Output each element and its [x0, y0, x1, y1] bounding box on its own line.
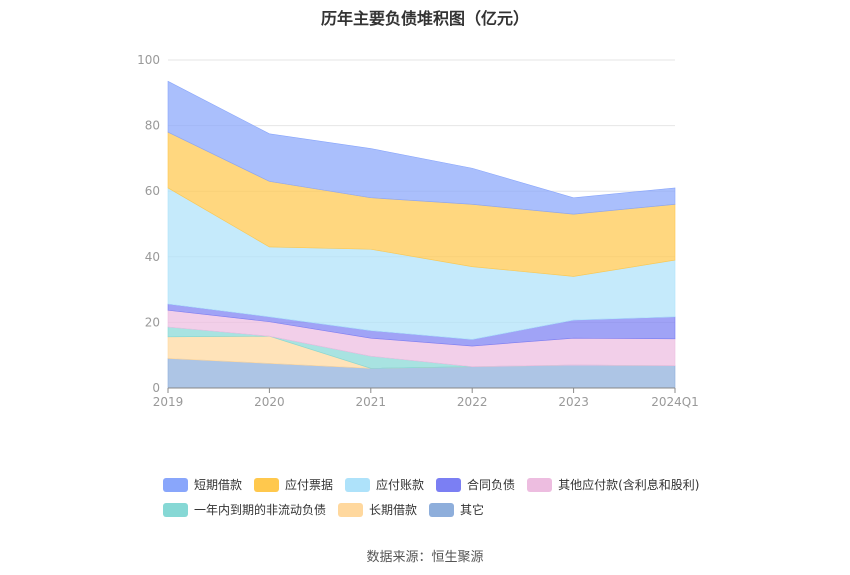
- legend: 短期借款 应付票据 应付账款 合同负债 其他应付款(含利息和股利) 一年内到期的非流动负债…: [163, 472, 723, 522]
- legend-row: 一年内到期的非流动负债 长期借款 其它: [163, 497, 723, 522]
- y-tick-label: 20: [145, 315, 160, 329]
- legend-item[interactable]: 其他应付款(含利息和股利): [527, 476, 699, 493]
- x-tick-label: 2020: [254, 395, 285, 409]
- legend-item[interactable]: 应付账款: [345, 476, 424, 493]
- y-tick-label: 100: [137, 53, 160, 67]
- x-tick-label: 2023: [558, 395, 589, 409]
- legend-swatch: [429, 502, 455, 517]
- legend-label: 短期借款: [194, 478, 243, 492]
- legend-swatch: [345, 477, 371, 492]
- legend-swatch: [527, 477, 553, 492]
- legend-swatch: [254, 477, 280, 492]
- x-tick-label: 2021: [356, 395, 387, 409]
- chart-title: 历年主要负债堆积图（亿元）: [320, 9, 529, 28]
- legend-label: 一年内到期的非流动负债: [194, 503, 327, 517]
- x-tick-label: 2019: [153, 395, 184, 409]
- legend-swatch: [338, 502, 364, 517]
- legend-label: 合同负债: [467, 478, 516, 492]
- legend-item[interactable]: 其它: [429, 501, 484, 518]
- legend-label: 长期借款: [369, 503, 418, 517]
- y-tick-label: 80: [145, 119, 160, 133]
- legend-label: 应付账款: [376, 478, 425, 492]
- legend-item[interactable]: 应付票据: [254, 476, 333, 493]
- x-tick-label: 2022: [457, 395, 488, 409]
- x-tick-label: 2024Q1: [651, 395, 699, 409]
- stacked-area-chart: 0 20 40 60 80 100 2019 2020 2021 2022 2023 2024Q1: [137, 53, 699, 409]
- area-7: [167, 80, 676, 215]
- axes: 0 20 40 60 80 100 2019 2020 2021 2022 2023 2024Q1: [137, 53, 699, 409]
- legend-item[interactable]: 长期借款: [338, 501, 417, 518]
- y-tick-label: 40: [145, 250, 160, 264]
- legend-swatch: [436, 477, 462, 492]
- legend-label: 应付票据: [285, 478, 334, 492]
- legend-row: 短期借款 应付票据 应付账款 合同负债 其他应付款(含利息和股利): [163, 472, 723, 497]
- y-tick-label: 0: [152, 381, 160, 395]
- y-tick-label: 60: [145, 184, 160, 198]
- legend-item[interactable]: 合同负债: [436, 476, 515, 493]
- legend-item[interactable]: 一年内到期的非流动负债: [163, 501, 326, 518]
- source-note: 数据来源：恒生聚源: [366, 550, 484, 565]
- area-series: [167, 80, 676, 389]
- legend-label: 其它: [460, 503, 485, 517]
- legend-swatch: [163, 477, 188, 492]
- legend-label: 其他应付款(含利息和股利): [558, 478, 700, 492]
- legend-item[interactable]: 短期借款: [163, 476, 242, 493]
- legend-swatch: [163, 502, 188, 517]
